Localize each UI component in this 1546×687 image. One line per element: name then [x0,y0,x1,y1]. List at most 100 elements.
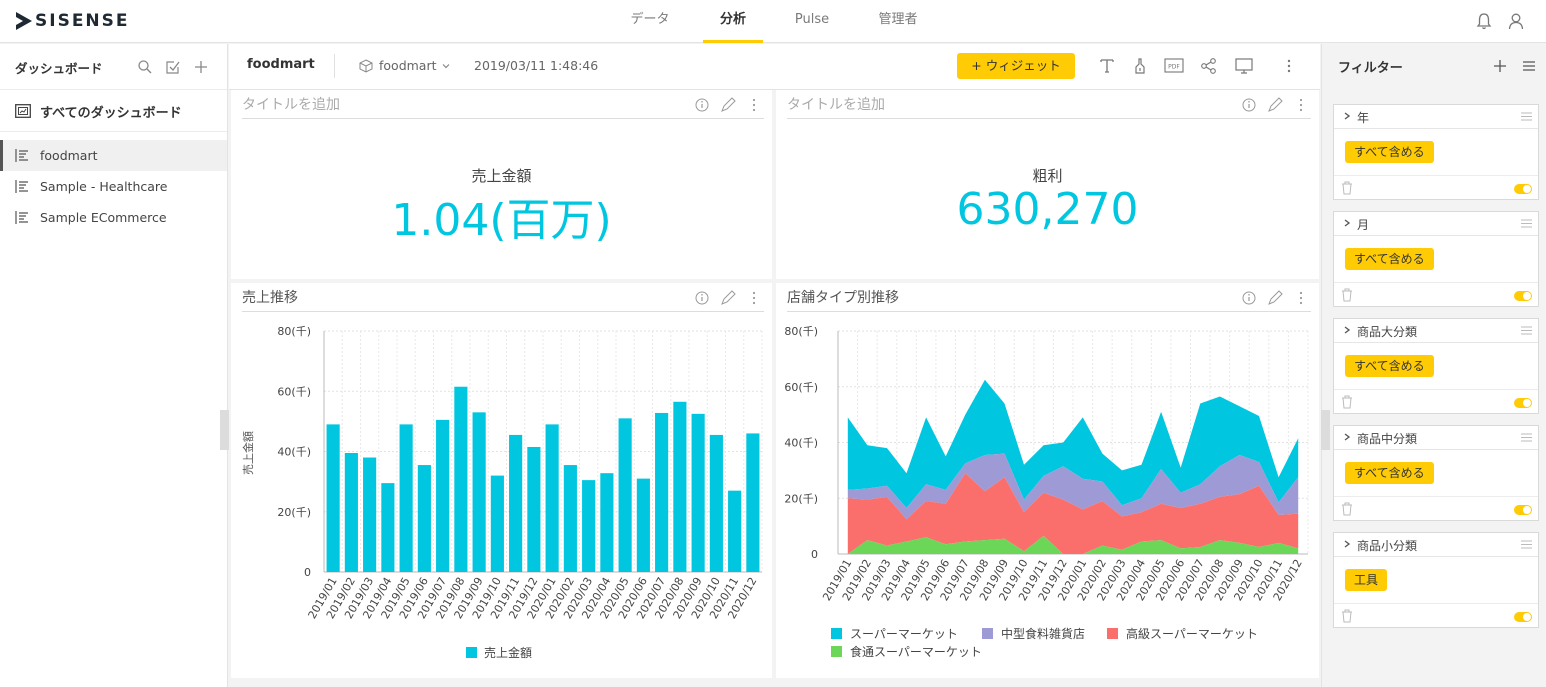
bar[interactable] [636,478,650,572]
filters-menu-icon[interactable] [1521,58,1537,74]
chevron-right-icon[interactable] [1343,218,1351,228]
edit-pencil-icon[interactable] [721,290,736,305]
select-dashboards-icon[interactable] [165,59,181,75]
bar[interactable] [545,424,559,572]
sidebar-item-foodmart[interactable]: foodmart [0,140,227,171]
chevron-right-icon[interactable] [1343,325,1351,335]
filter-value-tag[interactable]: 工具 [1345,569,1388,591]
widget-menu-icon[interactable] [752,291,756,305]
bar[interactable] [582,480,596,572]
legend-label[interactable]: 高級スーパーマーケット [1126,626,1258,641]
drag-handle-icon[interactable] [1521,326,1532,335]
chevron-right-icon[interactable] [1343,539,1351,549]
info-icon[interactable] [695,291,709,305]
area-series[interactable] [847,379,1299,508]
add-filter-icon[interactable] [1492,58,1508,74]
chevron-down-icon[interactable] [441,61,451,71]
bar[interactable] [344,453,358,572]
legend-label[interactable]: 売上金額 [484,645,532,660]
notification-bell-icon[interactable] [1474,11,1494,31]
widget-menu-icon[interactable] [1299,98,1303,112]
drag-handle-icon[interactable] [1521,540,1532,549]
dashboard-title[interactable]: foodmart [247,57,315,72]
bar[interactable] [454,386,468,572]
filter-card-month[interactable]: 月 すべて含める [1333,211,1539,307]
drag-handle-icon[interactable] [1521,112,1532,121]
widget-title[interactable]: タイトルを追加 [787,97,885,113]
presentation-mode-icon[interactable] [1234,57,1254,75]
filter-enable-toggle[interactable] [1514,398,1532,408]
area-series[interactable] [847,453,1299,520]
sidebar-item-sample-ecommerce[interactable]: Sample ECommerce [0,202,227,233]
legend-label[interactable]: 中型食料雑貨店 [1001,626,1085,641]
bar[interactable] [381,483,395,572]
chevron-right-icon[interactable] [1343,111,1351,121]
filter-enable-toggle[interactable] [1514,291,1532,301]
filter-card-year[interactable]: 年 すべて含める [1333,104,1539,200]
more-options-icon[interactable] [1279,57,1299,75]
search-icon[interactable] [137,59,153,75]
bar[interactable] [618,418,632,572]
drag-handle-icon[interactable] [1521,433,1532,442]
info-icon[interactable] [1242,291,1256,305]
pdf-export-icon[interactable]: PDF [1164,57,1184,75]
bar[interactable] [490,475,504,572]
widget-title[interactable]: 売上推移 [242,290,298,306]
kpi-widget-gross-profit[interactable]: タイトルを追加 粗利 630,270 [776,90,1319,279]
bar[interactable] [563,465,577,572]
edit-pencil-icon[interactable] [1268,97,1283,112]
bar[interactable] [417,465,431,572]
drag-handle-icon[interactable] [1521,219,1532,228]
collapse-left-panel-handle[interactable] [220,410,229,450]
nav-tab-analytics[interactable]: 分析 [703,0,763,43]
edit-pencil-icon[interactable] [1268,290,1283,305]
filter-card-category-major[interactable]: 商品大分類 すべて含める [1333,318,1539,414]
bar[interactable] [691,413,705,572]
filter-value-tag[interactable]: すべて含める [1345,462,1434,484]
user-profile-icon[interactable] [1506,11,1526,31]
bar[interactable] [436,419,450,572]
trash-icon[interactable] [1341,502,1353,516]
text-widget-icon[interactable] [1097,57,1117,75]
bar[interactable] [673,401,687,572]
filter-enable-toggle[interactable] [1514,612,1532,622]
nav-tab-pulse[interactable]: Pulse [794,12,830,27]
trash-icon[interactable] [1341,181,1353,195]
widget-title[interactable]: タイトルを追加 [242,97,340,113]
area-series[interactable] [847,473,1299,554]
filter-card-category-minor[interactable]: 商品小分類 工具 [1333,532,1539,628]
filter-card-category-middle[interactable]: 商品中分類 すべて含める [1333,425,1539,521]
trash-icon[interactable] [1341,288,1353,302]
trash-icon[interactable] [1341,395,1353,409]
bar[interactable] [655,412,669,572]
filter-value-tag[interactable]: すべて含める [1345,355,1434,377]
add-widget-button[interactable]: + ウィジェット [957,53,1075,79]
collapse-right-panel-handle[interactable] [1321,410,1330,450]
area-chart-widget[interactable]: 店舗タイプ別推移 0 20(千) 40(千) 60(千) 80(千) 2019/01 201… [776,283,1319,678]
add-dashboard-icon[interactable] [193,59,209,75]
bar[interactable] [509,434,523,572]
nav-tab-admin[interactable]: 管理者 [878,12,918,27]
area-series[interactable] [847,535,1299,554]
filter-toggle-icon[interactable] [1130,57,1150,75]
bar[interactable] [363,457,377,572]
bar[interactable] [709,434,723,572]
legend-label[interactable]: スーパーマーケット [850,627,958,641]
edit-pencil-icon[interactable] [721,97,736,112]
info-icon[interactable] [695,98,709,112]
bar[interactable] [399,424,413,572]
bar[interactable] [527,446,541,572]
all-dashboards-link[interactable]: すべてのダッシュボード [0,90,227,132]
bar[interactable] [326,424,340,572]
widget-menu-icon[interactable] [1299,291,1303,305]
info-icon[interactable] [1242,98,1256,112]
widget-title[interactable]: 店舗タイプ別推移 [787,290,899,306]
filter-enable-toggle[interactable] [1514,184,1532,194]
filter-value-tag[interactable]: すべて含める [1345,248,1434,270]
share-icon[interactable] [1199,57,1219,75]
nav-tab-data[interactable]: データ [630,12,670,27]
filter-enable-toggle[interactable] [1514,505,1532,515]
sidebar-item-sample-healthcare[interactable]: Sample - Healthcare [0,171,227,202]
bar[interactable] [728,490,742,572]
trash-icon[interactable] [1341,609,1353,623]
